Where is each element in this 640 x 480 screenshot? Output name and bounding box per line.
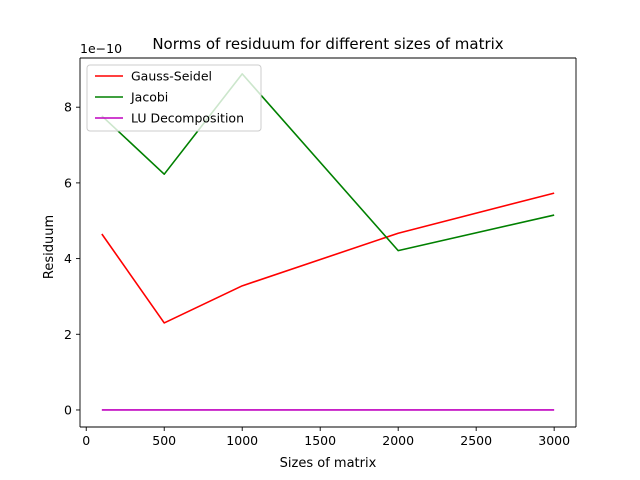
series-line-gauss-seidel <box>101 192 555 324</box>
x-tick-label: 2500 <box>460 433 492 448</box>
legend-box <box>86 64 262 132</box>
plot-layer: 0 500 1000 1500 2000 2500 3000 0 2 4 6 8 Gauss-Seide… <box>64 57 577 448</box>
y-tick-label: 0 <box>64 402 72 417</box>
x-tick-label: 2000 <box>382 433 414 448</box>
y-tick-label: 6 <box>64 175 72 190</box>
y-tick-label: 8 <box>64 100 72 115</box>
x-tick-label: 500 <box>152 433 176 448</box>
legend-label: Gauss-Seidel <box>131 69 212 84</box>
y-tick-label: 4 <box>64 251 72 266</box>
x-tick-label: 3000 <box>538 433 570 448</box>
legend-label: Jacobi <box>130 90 168 105</box>
legend-label: LU Decomposition <box>131 111 244 126</box>
x-tick-label: 1000 <box>226 433 258 448</box>
y-axis-label: Residuum <box>42 215 57 279</box>
y-axis-offset-label: 1e−10 <box>80 41 122 56</box>
x-axis-label: Sizes of matrix <box>280 456 377 471</box>
x-tick-label: 0 <box>82 433 90 448</box>
chart-title: Norms of residuum for different sizes of… <box>152 35 503 53</box>
y-tick-label: 2 <box>64 327 72 342</box>
x-tick-label: 1500 <box>304 433 336 448</box>
